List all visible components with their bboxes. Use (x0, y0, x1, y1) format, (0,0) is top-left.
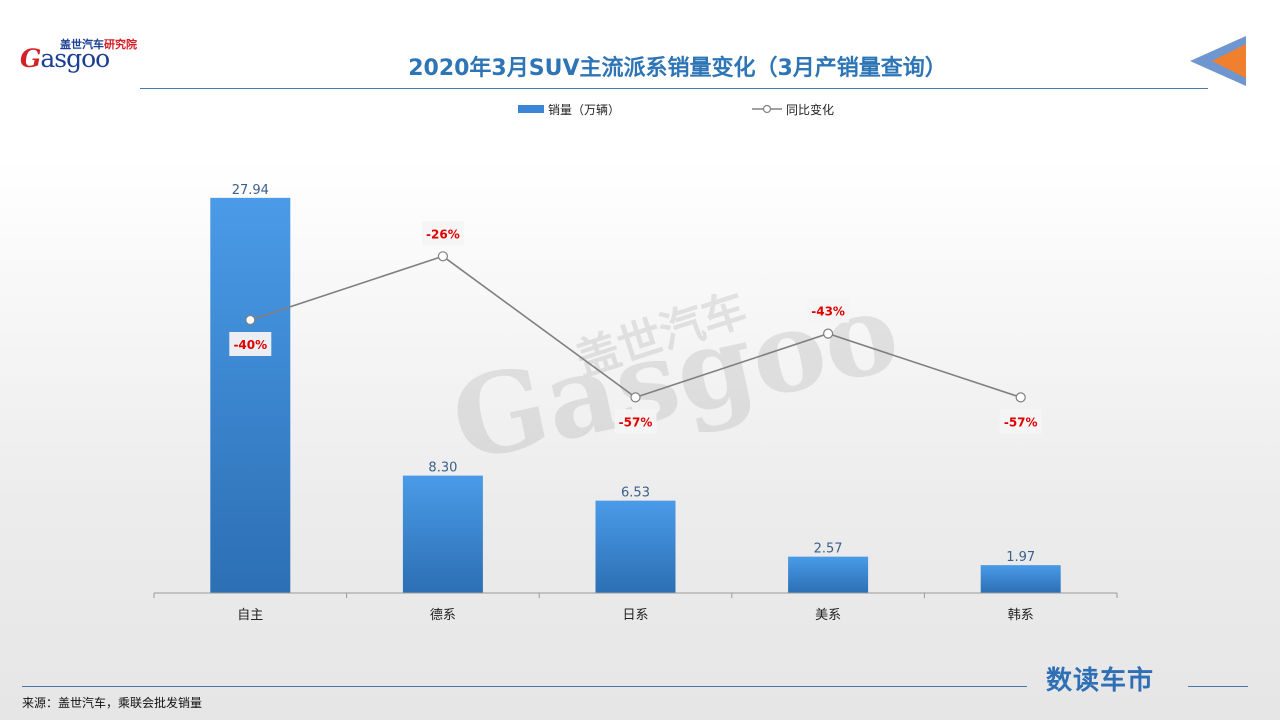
line-point (822, 328, 834, 339)
x-tick-label: 德系 (430, 608, 456, 623)
line-label-box (229, 332, 272, 356)
line-label-box (999, 409, 1042, 434)
footer-divider (22, 686, 1027, 687)
bar-value-label: 8.30 (428, 461, 457, 476)
legend-item-line: 同比变化 (752, 100, 834, 118)
legend-line-label: 同比变化 (786, 102, 835, 117)
line-value-label: -57% (1004, 415, 1038, 429)
bar-value-label: 6.53 (621, 486, 650, 501)
x-tick-label: 韩系 (1008, 608, 1034, 623)
line-series: -40% -26% -57% -43% -57% (229, 221, 1042, 434)
legend-bar-swatch (518, 105, 544, 113)
footer-divider-right (1188, 686, 1248, 687)
line-point (1015, 392, 1026, 403)
x-tick-label: 美系 (815, 608, 841, 623)
x-tick-label: 日系 (622, 608, 648, 623)
line-label-box (421, 221, 464, 246)
legend-bar-label: 销量（万辆） (548, 102, 621, 117)
legend-item-bar: 销量（万辆） (518, 100, 620, 118)
bar (402, 475, 483, 593)
bar-series: 27.94 8.30 6.53 2.57 1.97 (210, 183, 1061, 593)
line-value-label: -43% (811, 305, 845, 319)
corner-arrow-icon (1190, 36, 1246, 86)
logo-cn: 盖世汽车研究院 (60, 38, 137, 51)
source-note: 来源：盖世汽车，乘联会批发销量 (22, 696, 203, 710)
bar-value-label: 2.57 (814, 542, 843, 557)
line-point (245, 314, 256, 326)
title-divider (140, 88, 1208, 89)
line-label-box (807, 298, 850, 323)
bar (980, 565, 1061, 593)
line-point (630, 392, 641, 403)
bar (595, 500, 676, 593)
x-tick-label: 自主 (237, 608, 263, 623)
x-axis: 自主 德系 日系 美系 韩系 (153, 592, 1118, 623)
line-value-label: -26% (426, 227, 460, 241)
logo-en: Gasgoo (20, 44, 110, 73)
bar-value-label: 1.97 (1006, 550, 1035, 565)
line-value-label: -57% (619, 415, 653, 429)
bar (210, 197, 291, 593)
bar-value-label: 27.94 (232, 183, 269, 198)
legend-line-swatch (752, 104, 782, 114)
line-label-box (614, 409, 657, 434)
brand-mark: 数读车市 (1046, 666, 1155, 696)
bar (788, 556, 869, 593)
line-value-label: -40% (233, 338, 267, 352)
gasgoo-logo: 盖世汽车研究院 Gasgoo (20, 36, 138, 74)
chart-title: 2020年3月SUV主流派系销量变化（3月产销量查询） (408, 56, 947, 81)
line-point (437, 251, 448, 262)
